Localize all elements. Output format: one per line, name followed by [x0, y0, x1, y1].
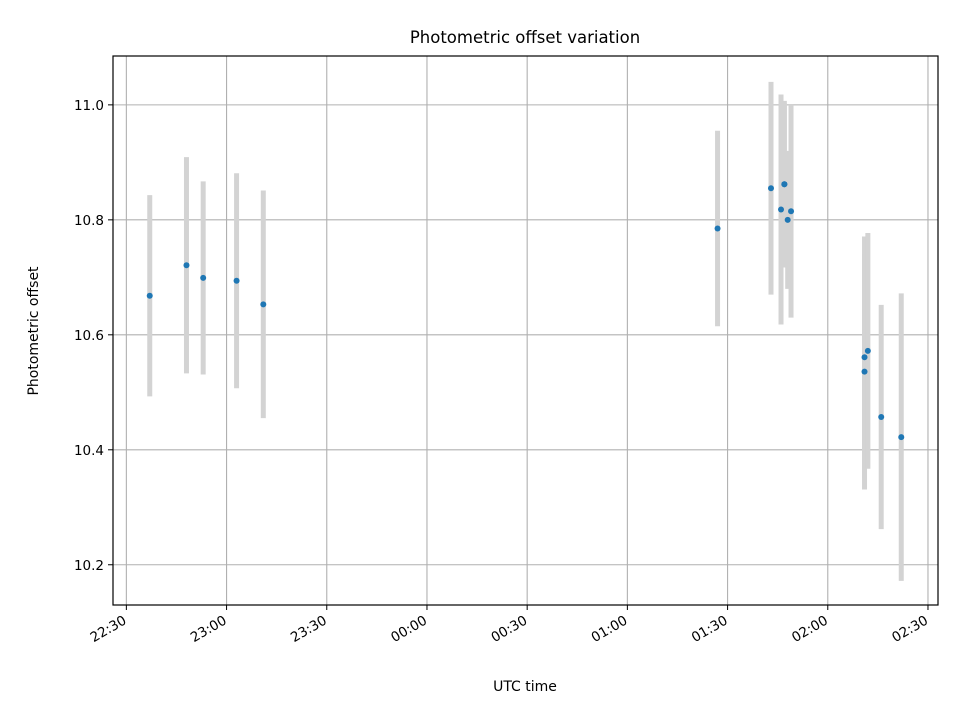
y-axis-label: Photometric offset	[26, 266, 42, 396]
x-tick-label: 00:30	[488, 613, 530, 646]
data-point	[778, 206, 785, 213]
x-axis-label: UTC time	[493, 679, 557, 695]
data-point	[878, 414, 885, 421]
data-point	[200, 274, 207, 281]
x-tick-label: 00:00	[388, 613, 430, 646]
plot-area-frame	[112, 55, 939, 606]
x-tick-label: 23:30	[288, 613, 330, 646]
y-tick-label: 10.8	[74, 213, 104, 229]
data-point	[767, 185, 774, 192]
data-point	[233, 277, 240, 284]
data-point	[183, 262, 190, 269]
data-point	[861, 368, 868, 375]
grid-lines	[113, 56, 938, 605]
y-tick-label: 10.4	[74, 443, 104, 459]
x-axis-ticks: 22:30 23:00 23:30 00:00 00:30 01:00 01:30 02:00…	[88, 605, 931, 646]
y-tick-label: 10.2	[74, 558, 104, 574]
x-tick-label: 01:00	[589, 613, 631, 646]
y-tick-label: 10.6	[74, 328, 104, 344]
data-point	[861, 354, 868, 361]
data-point	[864, 347, 871, 354]
data-points	[146, 181, 905, 441]
error-bars	[147, 81, 904, 581]
data-point	[788, 208, 795, 215]
data-point	[260, 301, 267, 308]
data-point	[898, 434, 905, 441]
x-tick-label: 22:30	[88, 613, 130, 646]
x-tick-label: 02:30	[889, 613, 931, 646]
x-tick-label: 01:30	[689, 613, 731, 646]
x-tick-label: 23:00	[188, 613, 230, 646]
data-point	[714, 225, 721, 232]
data-point	[781, 181, 788, 188]
data-point	[146, 292, 153, 299]
y-tick-label: 11.0	[74, 98, 104, 114]
x-tick-label: 02:00	[789, 613, 831, 646]
data-point	[784, 216, 791, 223]
chart-title: Photometric offset variation	[410, 28, 640, 47]
y-axis-ticks: 10.2 10.4 10.6 10.8 11.0	[74, 98, 113, 574]
